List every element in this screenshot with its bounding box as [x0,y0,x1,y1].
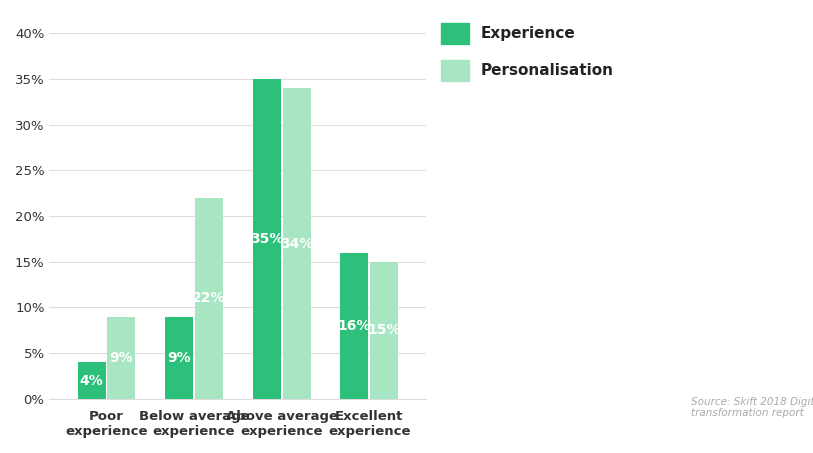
Text: 22%: 22% [192,291,226,305]
Bar [77,362,106,399]
Bar [195,198,223,399]
Bar [107,317,135,399]
Text: 9%: 9% [110,351,133,365]
Text: 9%: 9% [167,351,191,365]
Legend: Experience, Personalisation: Experience, Personalisation [441,23,614,81]
Bar [282,88,311,399]
Bar [370,262,398,399]
Bar [253,79,280,399]
Bar [341,253,368,399]
Text: Source: Skift 2018 Digital
transformation report: Source: Skift 2018 Digital transformatio… [691,397,813,419]
Bar [165,317,193,399]
Text: 34%: 34% [280,236,313,251]
Text: 15%: 15% [367,323,401,337]
Text: 16%: 16% [337,319,371,333]
Text: 35%: 35% [250,232,284,246]
Text: 4%: 4% [80,374,103,388]
